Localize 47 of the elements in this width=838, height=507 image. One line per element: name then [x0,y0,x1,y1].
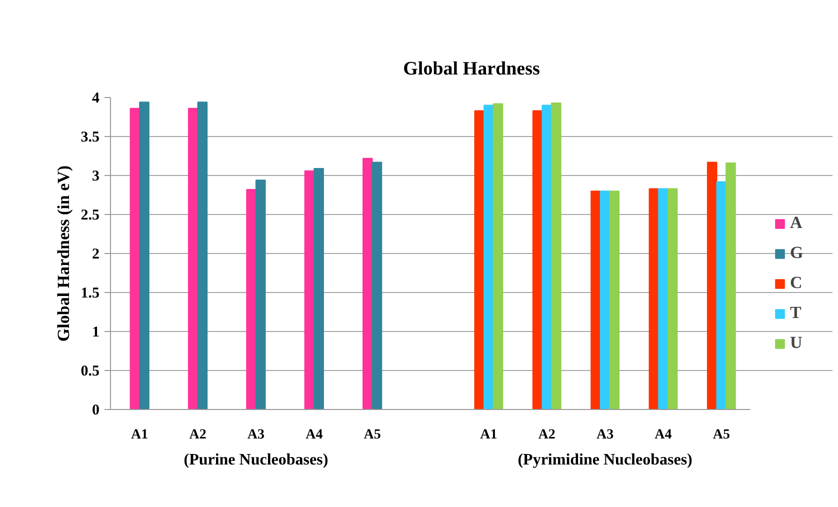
legend-label: C [790,273,804,293]
legend-label: A [790,213,804,233]
x-tick-label: A4 [306,428,323,442]
bar [197,102,208,410]
x-tick-label: A2 [189,428,206,442]
chart-title: Global Hardness [403,58,540,80]
y-tick-label: 0 [92,402,100,418]
bar [362,158,373,410]
bar [590,190,601,410]
bar [188,108,198,410]
x-tick-label: A3 [247,428,265,442]
y-tick-label: 3 [92,168,100,184]
bar [139,102,150,410]
bar [542,104,552,410]
y-tick-label: 1 [92,324,100,340]
bar [658,188,668,410]
bar [706,162,718,410]
bar [474,110,485,410]
x-tick-label: A5 [364,428,381,442]
bar [492,103,504,410]
y-tick-label: 1.5 [80,286,100,302]
legend-label: U [790,333,804,353]
text: (Pyrimidine Nucleobases) [518,452,692,468]
y-axis-title: Global Hardness (in eV) [54,165,73,342]
bar [551,102,562,410]
legend-label: G [790,243,804,263]
x-tick-label: A3 [596,428,614,442]
x-tick-label: A2 [538,428,556,442]
bar [484,104,494,410]
bar [372,162,382,410]
y-tick-label: 2.5 [80,208,100,224]
bar [726,162,736,410]
y-tick-label: 3.5 [80,130,100,146]
bar [246,189,256,410]
y-tick-label: 0.5 [80,364,100,380]
bar [255,180,266,410]
x-tick-label: A1 [131,428,148,442]
x-tick-label: A5 [712,428,730,442]
x-tick-label: A4 [654,428,672,442]
bar [314,168,324,410]
x-tick-label: A1 [480,428,498,442]
text: (Purine Nucleobases) [184,452,328,468]
y-tick-label: 4 [92,90,100,106]
bar [609,190,620,410]
legend-label: T [790,303,802,323]
y-tick-label: 2 [92,246,100,262]
bar [667,188,678,410]
